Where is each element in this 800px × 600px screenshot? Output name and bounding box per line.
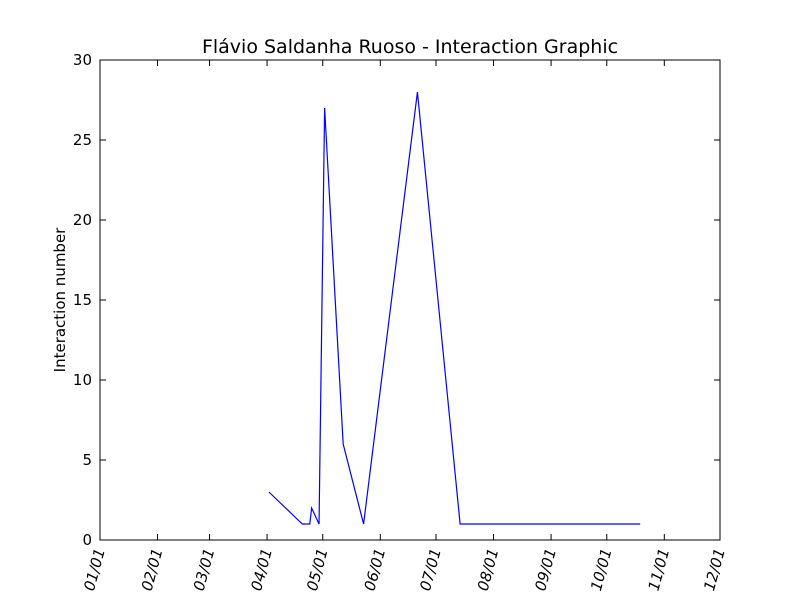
y-tick-label: 25 bbox=[73, 131, 92, 149]
y-tick-label: 5 bbox=[82, 451, 92, 469]
x-tick-label: 08/01 bbox=[474, 546, 503, 592]
y-axis-label: Interaction number bbox=[51, 227, 69, 373]
x-tick-label: 11/01 bbox=[645, 546, 674, 592]
plot-layer bbox=[268, 91, 641, 525]
x-tick-label: 06/01 bbox=[361, 546, 390, 592]
x-tick-label: 01/01 bbox=[80, 546, 109, 592]
x-tick-label: 12/01 bbox=[700, 546, 729, 592]
x-tick-label: 05/01 bbox=[303, 546, 332, 592]
series-line bbox=[268, 91, 641, 525]
chart-title: Flávio Saldanha Ruoso - Interaction Grap… bbox=[202, 36, 618, 58]
y-tick-label: 30 bbox=[73, 51, 92, 69]
x-tick-label: 03/01 bbox=[190, 546, 219, 592]
x-tick-label: 04/01 bbox=[247, 546, 276, 592]
y-tick-label: 0 bbox=[82, 531, 92, 549]
y-tick-label: 15 bbox=[73, 291, 92, 309]
y-tick-label: 10 bbox=[73, 371, 92, 389]
x-tick-label: 10/01 bbox=[587, 546, 616, 592]
ticks-layer: 0 5 10 15 20 25 30 01/01 02/01 03/01 04/01 05/01 06/… bbox=[73, 51, 729, 593]
x-tick-label: 07/01 bbox=[416, 546, 445, 592]
y-tick-label: 20 bbox=[73, 211, 92, 229]
plot-frame bbox=[99, 59, 721, 541]
x-tick-label: 09/01 bbox=[531, 546, 560, 592]
x-tick-label: 02/01 bbox=[138, 546, 167, 592]
